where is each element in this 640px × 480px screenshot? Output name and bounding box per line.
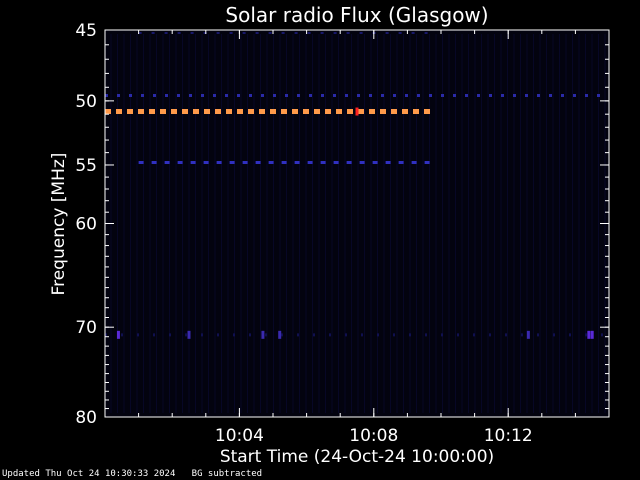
- x-tick-label: 10:08: [349, 426, 398, 446]
- spectrogram-bands: [105, 31, 609, 337]
- y-axis: 45 50 55 60 70 80: [75, 21, 609, 428]
- footer-note: BG subtracted: [191, 469, 263, 479]
- spot-2: [187, 330, 191, 339]
- y-tick-label: 50: [75, 92, 97, 112]
- spot-4: [278, 330, 282, 339]
- spot-1: [116, 330, 120, 339]
- x-tick-label: 10:12: [484, 426, 533, 446]
- x-axis: 10:04 10:08 10:12: [104, 30, 610, 446]
- background-streaks: [110, 34, 606, 413]
- spot-7: [590, 330, 594, 339]
- y-axis-label: Frequency [MHz]: [49, 153, 69, 296]
- y-tick-label: 55: [75, 156, 97, 176]
- x-axis-label: Start Time (24-Oct-24 10:00:00): [220, 447, 494, 467]
- footer-updated: Updated Thu Oct 24 10:30:33 2024: [2, 469, 176, 479]
- x-tick-label: 10:04: [215, 426, 264, 446]
- spot-6: [587, 330, 591, 339]
- chart-title: Solar radio Flux (Glasgow): [225, 3, 488, 27]
- footer: Updated Thu Oct 24 10:30:33 2024 BG subt…: [2, 469, 262, 479]
- y-tick-label: 70: [75, 318, 97, 338]
- y-tick-label: 45: [75, 21, 97, 41]
- spot-5: [526, 330, 530, 339]
- y-tick-label: 80: [75, 408, 97, 428]
- spot-3: [261, 330, 265, 339]
- spot-0: [355, 107, 359, 116]
- spectrogram-spots: [116, 107, 594, 339]
- y-tick-label: 60: [75, 215, 97, 235]
